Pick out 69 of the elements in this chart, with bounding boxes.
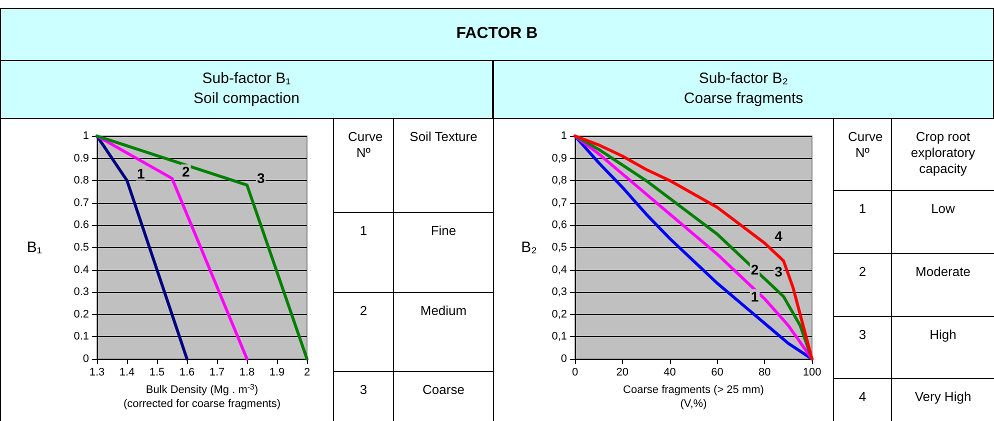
line-series [574,134,814,360]
x-tick-label: 1.7 [209,366,225,378]
text: Curve Nº [833,118,892,191]
x-tick-label: 60 [711,366,724,378]
series-label: 3 [774,264,783,280]
text: Soil Texture [393,118,494,213]
x-tick-label: 2 [304,366,310,378]
y-tick-label: 0,3 [552,286,567,298]
text: Moderate [891,252,994,316]
text: Coarse [393,371,494,421]
text: Medium [393,292,494,372]
x-tick-label: 1.4 [119,366,135,378]
y-tick-label: 0.9 [74,152,89,164]
y-tick-label: 0.2 [74,308,89,320]
x-tick-label: 20 [616,366,629,378]
text: Low [891,190,994,254]
x-tick-label: 0 [572,366,578,378]
text: Crop root exploratory capacity [891,118,994,191]
x-tick-label: 1.8 [239,366,255,378]
y-tick-label: 0,5 [552,242,567,254]
series-label: 2 [750,261,759,278]
y-axis-title: B₁ [26,239,42,256]
x-tick-label: 80 [758,366,771,378]
y-tick-label: 0.6 [74,219,89,232]
y-tick-label: 0,2 [552,308,567,320]
y-tick-label: 0.5 [74,242,89,254]
series-label: 3 [257,170,265,186]
x-tick-label: 1.6 [179,366,195,378]
series-label: 4 [774,228,783,244]
x-axis-title: Coarse fragments (> 25 mm) (V,%) [623,384,764,410]
text: 1 [833,190,892,254]
x-tick-label: 1.5 [149,366,165,378]
y-tick-label: 0,8 [552,174,567,187]
text: High [891,316,994,380]
y-tick-label: 0,4 [552,264,567,276]
y-tick-label: 0.1 [74,330,89,343]
y-tick-label: 0 [82,353,89,365]
x-tick-label: 1.9 [269,366,285,378]
y-tick-label: 0,7 [552,196,567,209]
y-tick-label: 0 [560,353,567,365]
x-tick-label: 100 [802,366,822,378]
chart-title: Sub-factor B₂ [698,70,788,87]
text: 1 [333,212,394,293]
x-tick-label: 1.3 [89,366,105,378]
text: Curve Nº [333,118,394,213]
series-label: 1 [137,166,145,182]
text: Fine [393,212,494,293]
series-label: 1 [750,288,759,304]
y-tick-label: 0.3 [74,286,89,298]
x-tick-label: 40 [664,366,676,378]
text: Very High [891,378,994,421]
y-tick-label: 0.8 [74,174,89,187]
y-tick-label: 0.7 [74,196,89,209]
y-axis-title: B₂ [521,239,538,256]
text: 4 [833,378,892,421]
y-tick-label: 1 [560,130,567,142]
text: 3 [833,316,892,380]
y-tick-label: 0,1 [552,330,567,343]
y-tick-label: 0,6 [552,219,567,232]
series-label: 2 [182,163,190,180]
chart-subtitle: Soil compaction [194,90,300,107]
y-tick-label: 0,9 [552,152,567,164]
text: 2 [833,252,892,316]
y-tick-label: 1 [82,130,89,142]
text: FACTOR B [0,8,994,61]
chart-subtitle: Coarse fragments [684,90,804,107]
y-tick-label: 0.4 [74,264,89,276]
text: 3 [333,371,394,421]
chart-title: Sub-factor B₁ [202,70,291,87]
